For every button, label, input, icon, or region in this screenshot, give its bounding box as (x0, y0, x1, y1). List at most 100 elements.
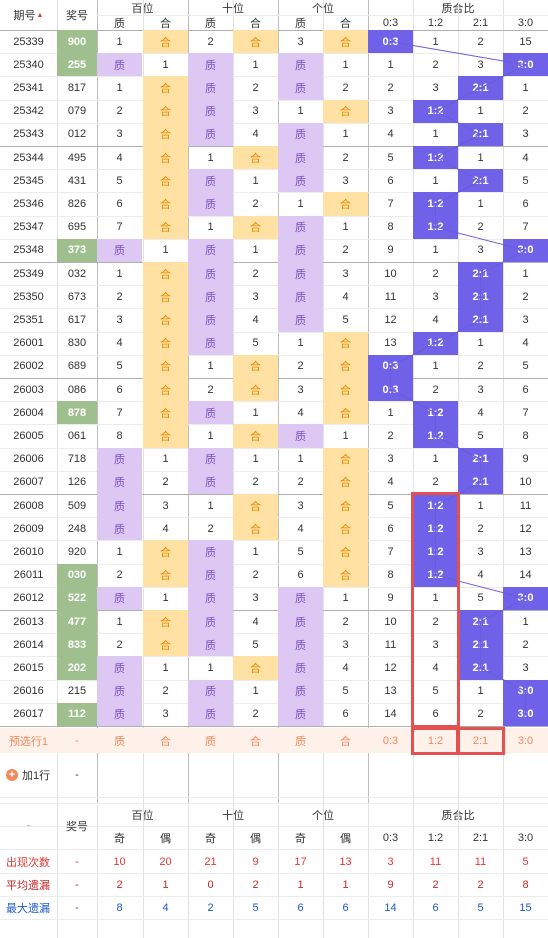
digit-cell: 合 (323, 470, 368, 494)
table-row-prize: 032 (67, 267, 87, 280)
table-row-prize: 833 (57, 633, 97, 657)
prerow-cell[interactable]: 0:3 (382, 734, 399, 747)
table-row-period: 26017 (13, 708, 44, 721)
ratio-cell: 12 (384, 313, 397, 326)
stats-vline (57, 803, 58, 938)
stats-vline (188, 803, 189, 938)
table-row-prize: 878 (57, 401, 97, 425)
digit-cell: 1 (342, 221, 349, 234)
digit-cell: 8 (116, 429, 123, 442)
digit-cell: 合 (143, 308, 188, 332)
digit-cell: 1 (162, 592, 169, 605)
add-row-button[interactable]: + 加1行 (6, 755, 56, 795)
table-row-period: 25345 (13, 174, 44, 187)
header-ratio-1: 1:2 (427, 16, 444, 29)
digit-cell: 4 (116, 337, 123, 350)
header-sub-2: 质 (205, 17, 216, 30)
stats-sub-4: 奇 (295, 832, 306, 845)
prerow-cell[interactable]: 2:1 (472, 734, 489, 747)
ratio-cell: 2 (432, 267, 439, 280)
grid-hline (0, 238, 548, 240)
digit-cell: 合 (143, 401, 188, 425)
table-row-prize: 061 (67, 429, 87, 442)
ratio-cell: 8 (387, 569, 394, 582)
digit-cell: 1 (297, 337, 304, 350)
grid-hline (0, 563, 548, 565)
ratio-cell: 1 (432, 128, 439, 141)
stats-header-prize: 奖号 (66, 821, 88, 833)
stats-hline (0, 849, 548, 850)
grid-vline (97, 0, 98, 816)
digit-cell: 合 (323, 401, 368, 425)
prerow-cell[interactable]: 质 (114, 735, 125, 748)
digit-cell: 质 (97, 586, 142, 610)
ratio-cell: 2 (432, 383, 439, 396)
grid-hline (0, 447, 548, 449)
stats-cell: 0 (207, 879, 214, 891)
ratio-cell: 1 (477, 685, 484, 698)
digit-cell: 5 (297, 545, 304, 558)
digit-cell: 合 (233, 354, 278, 378)
digit-cell: 合 (143, 633, 188, 657)
digit-cell: 1 (162, 453, 169, 466)
prerow-label[interactable]: 预选行1 (8, 735, 49, 748)
digit-cell: 6 (116, 197, 123, 210)
prerow-cell[interactable]: 质 (295, 735, 306, 748)
digit-cell: 3 (297, 35, 304, 48)
sort-icon[interactable]: ▲ (36, 11, 44, 19)
digit-cell: 1 (297, 105, 304, 118)
digit-cell: 1 (252, 453, 259, 466)
header-group-0: 百位 (97, 0, 188, 15)
prerow-cell[interactable]: 3:0 (517, 734, 534, 747)
ratio-cell: 3 (432, 290, 439, 303)
ratio-cell: 4 (522, 337, 529, 350)
stats-cell: 2 (432, 879, 439, 891)
table-row-period: 26005 (13, 429, 44, 442)
digit-cell: 1 (252, 174, 259, 187)
prerow-cell[interactable]: 合 (340, 735, 351, 748)
digit-cell: 质 (278, 262, 323, 286)
header-period-sort[interactable]: 期号 ▲ (0, 0, 57, 30)
stats-sub-6: 0:3 (382, 831, 399, 844)
digit-cell: 4 (342, 290, 349, 303)
table-row-prize: 718 (67, 453, 87, 466)
prerow-cell[interactable]: 合 (250, 735, 261, 748)
ratio-cell: 5 (522, 360, 529, 373)
digit-cell: 3 (162, 708, 169, 721)
digit-cell: 2 (342, 151, 349, 164)
digit-cell: 合 (323, 494, 368, 518)
add-row-label: 加1行 (22, 770, 51, 782)
header-sub-3: 合 (250, 17, 261, 30)
digit-cell: 质 (97, 656, 142, 680)
prerow-cell[interactable]: 质 (205, 735, 216, 748)
ratio-cell: 3 (387, 105, 394, 118)
stats-sub-5: 偶 (340, 832, 351, 845)
table-row-period: 25348 (13, 244, 44, 257)
table-row-period: 25340 (13, 58, 44, 71)
stats-cell: 2 (252, 879, 259, 891)
table-row-prize: 248 (67, 522, 87, 535)
prerow-cell[interactable]: 1:2 (427, 734, 444, 747)
table-row-period: 25350 (13, 290, 44, 303)
ratio-cell: 5 (387, 499, 394, 512)
digit-cell: 质 (278, 76, 323, 100)
ratio-cell: 1:2 (413, 424, 458, 448)
stats-cell: 5 (477, 902, 484, 914)
ratio-cell: 2:1 (458, 447, 503, 471)
grid-hline (97, 15, 548, 16)
digit-cell: 质 (188, 99, 233, 123)
table-row-prize: 826 (67, 197, 87, 210)
ratio-cell: 2 (432, 615, 439, 628)
digit-cell: 合 (323, 30, 368, 54)
ratio-cell: 1:2 (413, 215, 458, 239)
prerow-cell[interactable]: 合 (160, 735, 171, 748)
stats-cell: 11 (429, 856, 442, 868)
ratio-cell: 1 (432, 244, 439, 257)
stats-cell: 17 (294, 856, 307, 868)
table-row-prize: 695 (67, 221, 87, 234)
header-sub-5: 合 (340, 17, 351, 30)
ratio-cell: 5 (387, 151, 394, 164)
digit-cell: 质 (188, 262, 233, 286)
highlight-box-1-2 (411, 492, 460, 728)
digit-cell: 2 (162, 685, 169, 698)
